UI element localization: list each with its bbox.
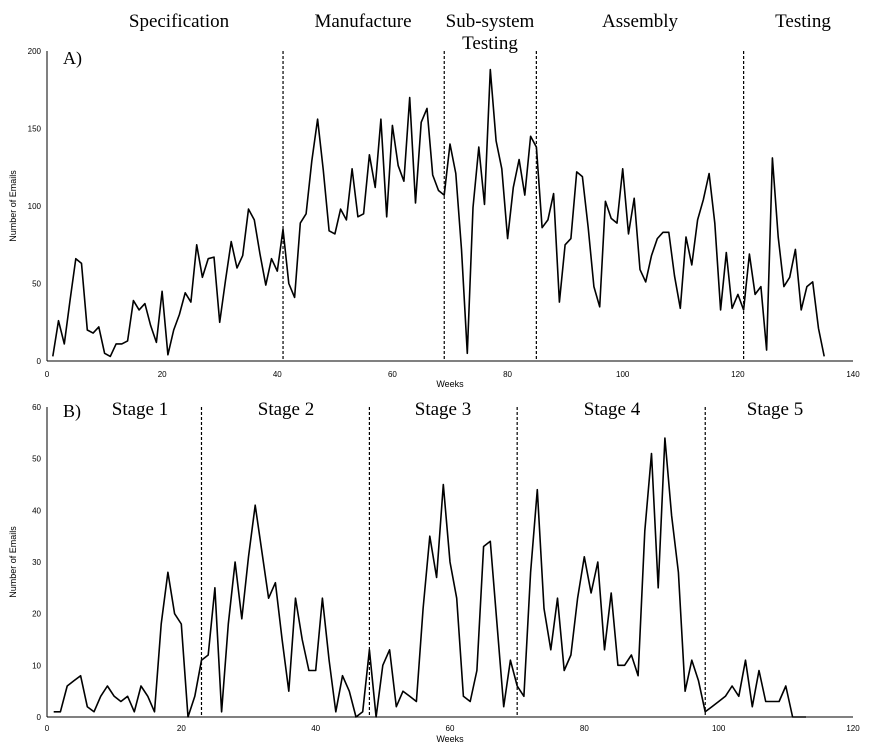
y-tick-label: 100 bbox=[28, 202, 42, 211]
x-tick-label: 0 bbox=[45, 370, 50, 379]
x-tick-label: 100 bbox=[712, 724, 726, 733]
y-tick-label: 150 bbox=[28, 125, 42, 134]
email-count-line-b bbox=[53, 437, 806, 718]
phase-label: Stage 1 bbox=[112, 399, 168, 420]
x-tick-label: 20 bbox=[177, 724, 186, 733]
email-count-line-a bbox=[52, 68, 825, 358]
x-tick-label: 80 bbox=[503, 370, 512, 379]
y-tick-label: 200 bbox=[28, 47, 42, 56]
phase-label: Stage 2 bbox=[258, 399, 314, 420]
phase-label: Manufacture bbox=[314, 11, 411, 32]
y-axis-label-b: Number of Emails bbox=[8, 526, 18, 598]
x-tick-label: 80 bbox=[580, 724, 589, 733]
phase-label: Testing bbox=[775, 11, 831, 32]
panel-label-b: B) bbox=[63, 401, 81, 422]
x-tick-label: 40 bbox=[273, 370, 282, 379]
x-axis-label-a: Weeks bbox=[436, 379, 464, 389]
y-tick-label: 0 bbox=[37, 357, 42, 366]
y-tick-label: 60 bbox=[32, 403, 41, 412]
phase-label: Sub-system Testing bbox=[446, 11, 535, 54]
x-tick-label: 60 bbox=[388, 370, 397, 379]
panel-label-a: A) bbox=[63, 48, 82, 69]
x-tick-label: 140 bbox=[846, 370, 860, 379]
y-tick-label: 10 bbox=[32, 661, 41, 670]
phase-label: Specification bbox=[129, 11, 230, 32]
x-tick-label: 100 bbox=[616, 370, 630, 379]
x-tick-label: 20 bbox=[158, 370, 167, 379]
chart-panel-b: 0 20 40 60 80 100 1200102030405060WeeksNumber … bbox=[8, 399, 860, 744]
phase-label: Stage 3 bbox=[415, 399, 471, 420]
y-tick-label: 50 bbox=[32, 280, 41, 289]
y-axis-label-a: Number of Emails bbox=[8, 170, 18, 242]
x-tick-label: 0 bbox=[45, 724, 50, 733]
x-tick-label: 40 bbox=[311, 724, 320, 733]
phase-label: Stage 5 bbox=[747, 399, 803, 420]
y-tick-label: 30 bbox=[32, 558, 41, 567]
x-tick-label: 120 bbox=[731, 370, 745, 379]
x-tick-label: 120 bbox=[846, 724, 860, 733]
y-tick-label: 0 bbox=[37, 713, 42, 722]
phase-label: Assembly bbox=[602, 11, 679, 32]
phase-label: Stage 4 bbox=[584, 399, 641, 420]
y-tick-label: 20 bbox=[32, 610, 41, 619]
x-axis-label-b: Weeks bbox=[436, 734, 464, 744]
chart-panel-a: 0 20 40 60 80 100 120 140 0 50 100 150 200 Weeks Numbe… bbox=[8, 11, 860, 389]
y-tick-label: 40 bbox=[32, 506, 41, 515]
x-tick-label: 60 bbox=[446, 724, 455, 733]
y-tick-label: 50 bbox=[32, 455, 41, 464]
